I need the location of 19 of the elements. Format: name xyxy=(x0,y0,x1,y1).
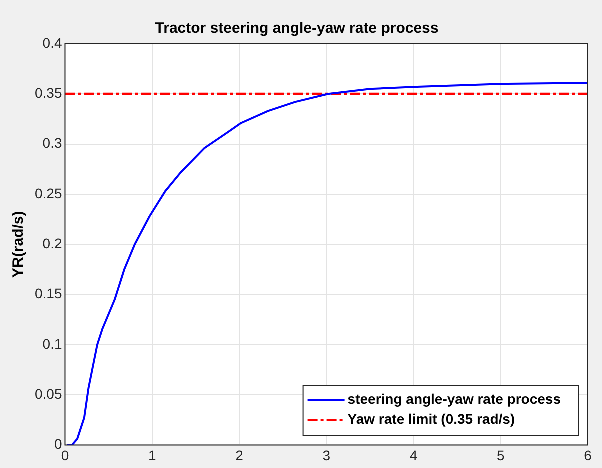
x-tick-label: 1 xyxy=(148,447,156,464)
y-tick-label: 0.1 xyxy=(42,336,62,352)
x-tick-label: 6 xyxy=(584,447,592,464)
x-tick-label: 4 xyxy=(410,447,418,464)
x-tick-label: 2 xyxy=(236,447,244,464)
y-axis-title: YR(rad/s) xyxy=(10,211,28,278)
chart-title: Tractor steering angle-yaw rate process xyxy=(155,20,439,38)
y-tick-label: 0 xyxy=(54,436,62,452)
y-tick-label: 0.2 xyxy=(42,235,62,252)
legend-label: Yaw rate limit (0.35 rad/s) xyxy=(348,411,516,428)
x-tick-label: 5 xyxy=(496,447,505,464)
legend-label: steering angle-yaw rate process xyxy=(348,391,562,408)
y-tick-label: 0.15 xyxy=(35,286,62,302)
y-tick-label: 0.4 xyxy=(42,34,62,51)
y-tick-label: 0.05 xyxy=(35,386,62,402)
x-tick-label: 3 xyxy=(322,447,331,464)
y-tick-label: 0.3 xyxy=(42,135,62,152)
y-tick-label: 0.25 xyxy=(35,185,62,202)
y-tick-label: 0.35 xyxy=(35,85,62,102)
